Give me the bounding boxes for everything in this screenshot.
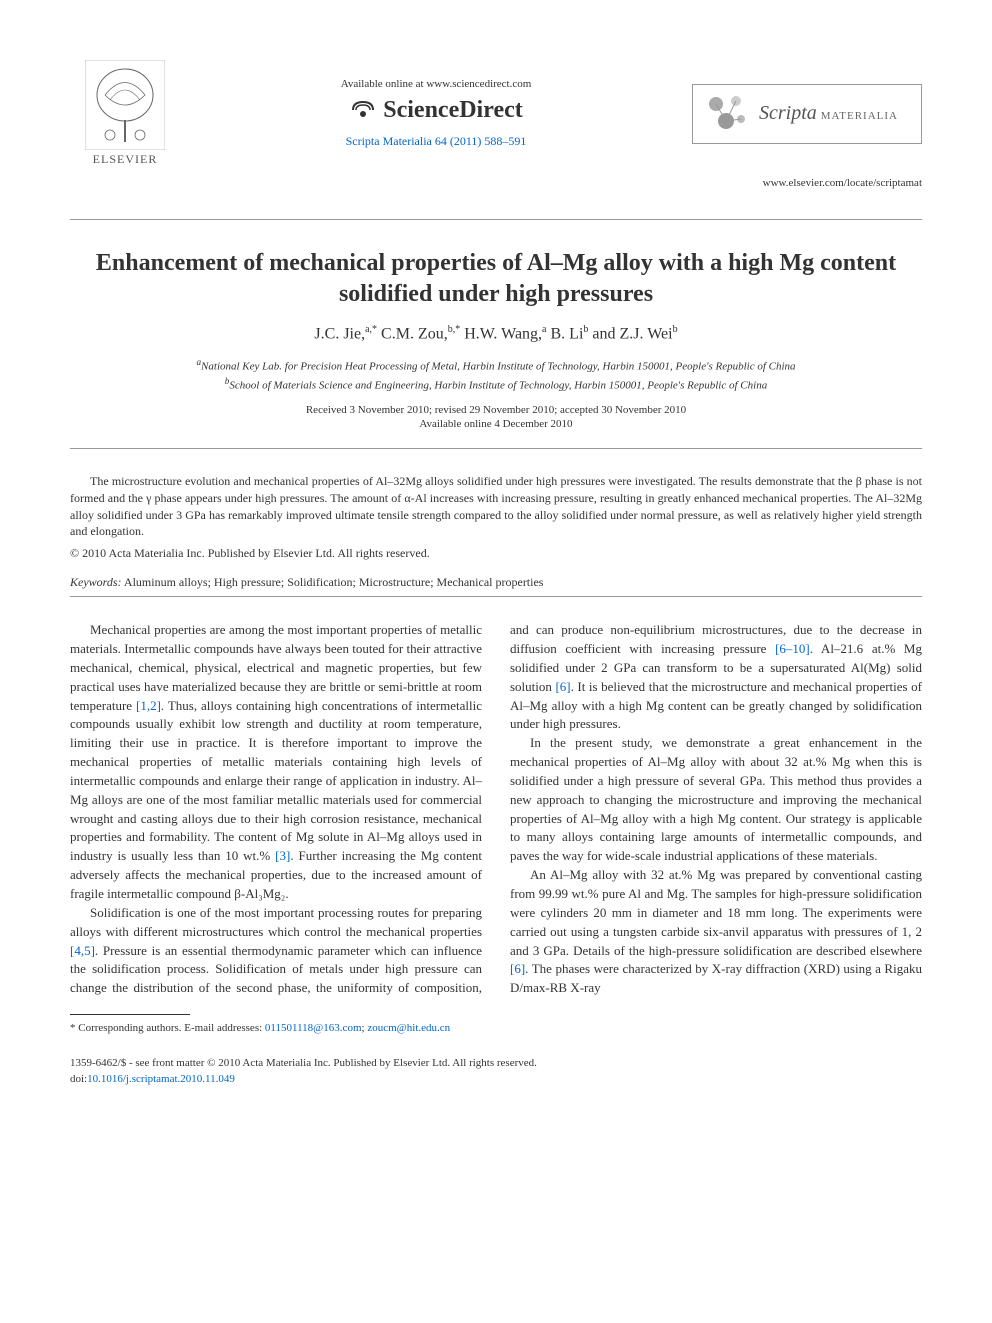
authors-line: J.C. Jie,a,* C.M. Zou,b,* H.W. Wang,a B.…: [70, 324, 922, 343]
ref-link-6b[interactable]: [6]: [510, 961, 525, 976]
footer-copyright: 1359-6462/$ - see front matter © 2010 Ac…: [70, 1056, 922, 1071]
keywords-text: Aluminum alloys; High pressure; Solidifi…: [122, 575, 544, 589]
body-para-3: In the present study, we demonstrate a g…: [510, 734, 922, 866]
citation-line[interactable]: Scripta Materialia 64 (2011) 588–591: [180, 134, 692, 149]
available-date: Available online 4 December 2010: [70, 418, 922, 430]
doi-label: doi:: [70, 1073, 87, 1085]
available-online-text: Available online at www.sciencedirect.co…: [180, 78, 692, 90]
footnote-rule: [70, 1014, 190, 1015]
received-dates: Received 3 November 2010; revised 29 Nov…: [70, 404, 922, 416]
email-link-1[interactable]: 011501118@163.com: [265, 1022, 362, 1034]
scripta-molecule-icon: [701, 89, 751, 139]
journal-suffix: MATERIALIA: [821, 110, 898, 122]
center-header-block: Available online at www.sciencedirect.co…: [180, 78, 692, 149]
elsevier-label: ELSEVIER: [93, 152, 158, 167]
affiliation-a: aNational Key Lab. for Precision Heat Pr…: [70, 356, 922, 375]
ref-link-3[interactable]: [3]: [275, 848, 290, 863]
corresponding-footnote: * Corresponding authors. E-mail addresse…: [70, 1021, 922, 1036]
affiliations: aNational Key Lab. for Precision Heat Pr…: [70, 356, 922, 394]
keywords-line: Keywords: Aluminum alloys; High pressure…: [70, 575, 922, 590]
footer-bar: 1359-6462/$ - see front matter © 2010 Ac…: [70, 1056, 922, 1087]
keywords-label: Keywords:: [70, 575, 122, 589]
email-link-2[interactable]: zoucm@hit.edu.cn: [367, 1022, 450, 1034]
footnote-label: * Corresponding authors. E-mail addresse…: [70, 1022, 265, 1034]
journal-name-wrap: Scripta MATERIALIA: [759, 102, 898, 125]
abstract-copyright: © 2010 Acta Materialia Inc. Published by…: [70, 546, 922, 561]
elsevier-tree-icon: [85, 60, 165, 150]
footer-doi-line: doi:10.1016/j.scriptamat.2010.11.049: [70, 1072, 922, 1087]
affiliation-b: bSchool of Materials Science and Enginee…: [70, 375, 922, 394]
locate-url[interactable]: www.elsevier.com/locate/scriptamat: [70, 177, 922, 189]
elsevier-logo-block: ELSEVIER: [70, 60, 180, 167]
ref-link-4-5[interactable]: [4,5]: [70, 943, 95, 958]
sciencedirect-text: ScienceDirect: [383, 97, 523, 124]
body-para-1: Mechanical properties are among the most…: [70, 621, 482, 904]
keywords-rule: [70, 596, 922, 597]
doi-link[interactable]: 10.1016/j.scriptamat.2010.11.049: [87, 1073, 235, 1085]
title-rule: [70, 448, 922, 449]
abstract-text: The microstructure evolution and mechani…: [70, 473, 922, 540]
ref-link-1-2[interactable]: [1,2]: [136, 698, 161, 713]
journal-logo-block: Scripta MATERIALIA: [692, 84, 922, 144]
sciencedirect-logo: ScienceDirect: [180, 96, 692, 124]
body-para-4: An Al–Mg alloy with 32 at.% Mg was prepa…: [510, 866, 922, 998]
publisher-header: ELSEVIER Available online at www.science…: [70, 60, 922, 167]
article-title: Enhancement of mechanical properties of …: [70, 248, 922, 310]
sciencedirect-icon: [349, 96, 377, 124]
article-body: Mechanical properties are among the most…: [70, 621, 922, 998]
ref-link-6-10[interactable]: [6–10]: [775, 641, 810, 656]
header-rule: [70, 219, 922, 220]
journal-name: Scripta: [759, 102, 817, 124]
ref-link-6a[interactable]: [6]: [555, 679, 570, 694]
